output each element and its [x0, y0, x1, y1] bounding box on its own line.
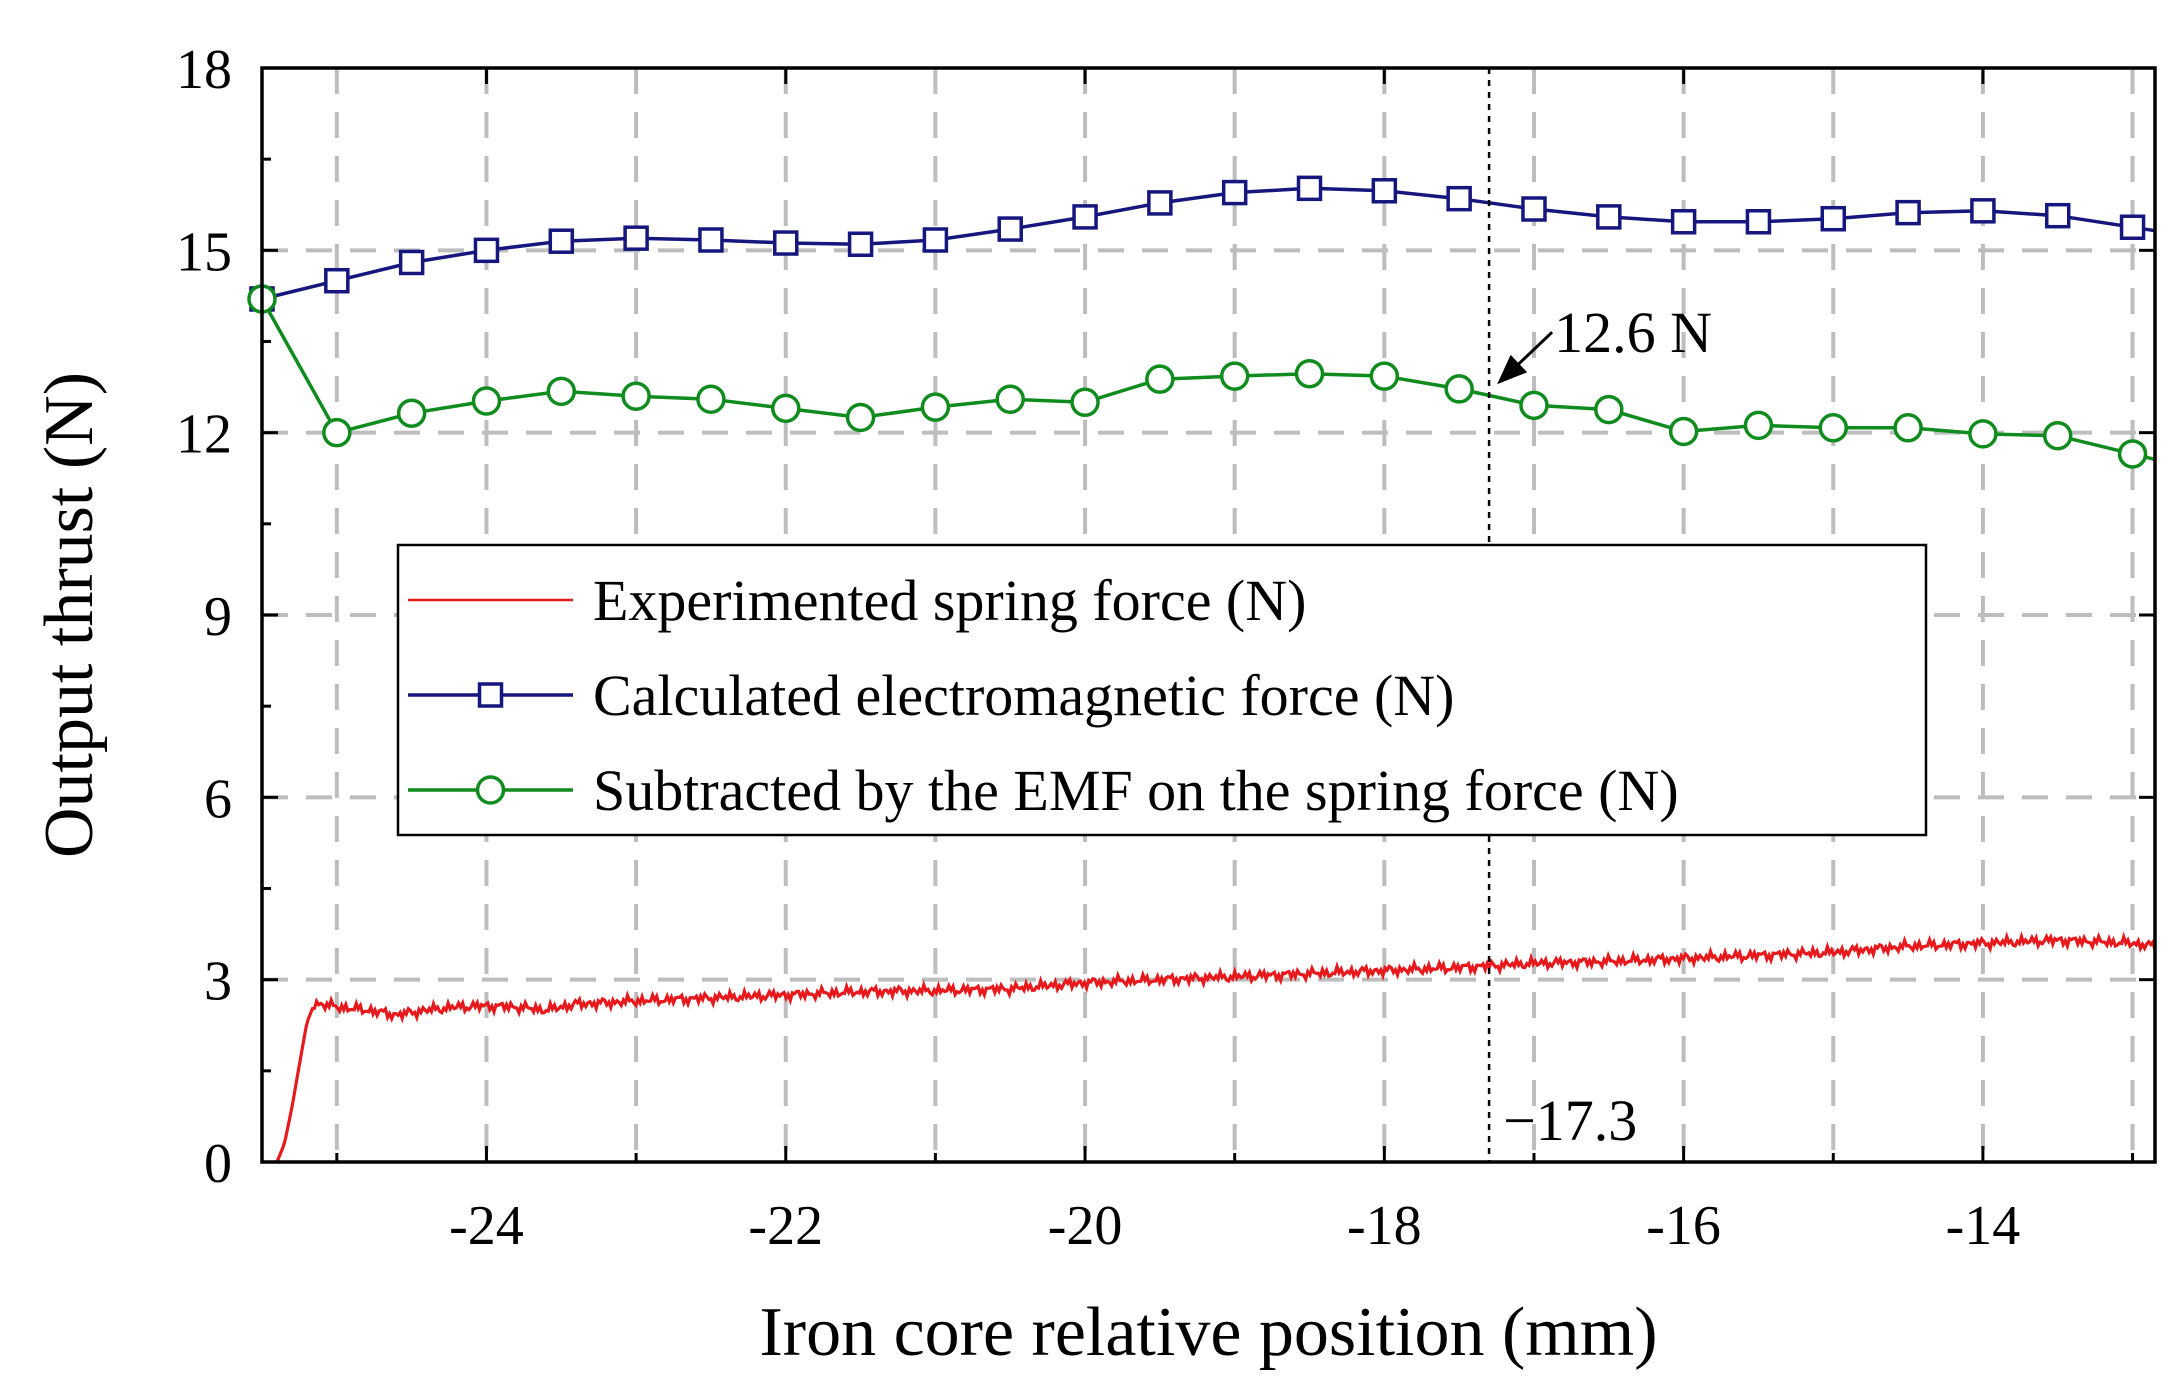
legend-label-emf: Calculated electromagnetic force (N) [593, 663, 1454, 728]
emf-point [1970, 198, 1996, 224]
emf-point [698, 227, 724, 253]
emf-point [623, 225, 649, 251]
emf-point [922, 227, 949, 253]
subtracted-point [845, 402, 876, 433]
emf-point [847, 231, 874, 258]
subtracted-force-line [260, 298, 2156, 462]
emf-point [1596, 204, 1622, 230]
subtracted-point [696, 384, 726, 414]
x-tick-label: -14 [1946, 1195, 2021, 1257]
series-1 [249, 175, 2156, 312]
subtracted-point [1743, 410, 1774, 441]
y-tick-label: 12 [176, 404, 232, 466]
subtracted-point [1668, 416, 1699, 447]
emf-force-line [261, 186, 2156, 301]
subtracted-point [995, 384, 1025, 414]
legend-label-spring: Experimented spring force (N) [593, 568, 1306, 633]
subtracted-point [1519, 390, 1549, 421]
subtracted-point [471, 386, 502, 416]
emf-point [398, 249, 425, 276]
x-tick-label: -16 [1646, 1195, 1721, 1257]
subtracted-point [2042, 420, 2073, 451]
annotation-arrowhead [1497, 354, 1528, 385]
x-tick-label: -20 [1048, 1195, 1123, 1257]
emf-point [324, 267, 350, 294]
y-tick-label: 0 [204, 1133, 232, 1195]
y-tick-label: 18 [176, 39, 232, 101]
legend-box [396, 543, 1928, 837]
series-0 [275, 930, 2157, 1163]
emf-point [1446, 185, 1472, 212]
legend-circle-marker [475, 775, 506, 805]
y-axis-title: Output thrust (N) [31, 372, 108, 858]
subtracted-point [1594, 394, 1624, 425]
axis-titles: Iron core relative position (mm) Output … [31, 372, 1658, 1371]
emf-point [473, 237, 500, 264]
subtracted-point [1444, 374, 1474, 404]
subtracted-point [920, 392, 951, 422]
annotation-position-label: −17.3 [1503, 1088, 1637, 1153]
emf-point [1521, 196, 1547, 222]
legend-label-subtracted: Subtracted by the EMF on the spring forc… [593, 758, 1679, 823]
emf-point [1670, 209, 1697, 235]
annotation-force-label: 12.6 N [1554, 300, 1712, 365]
emf-point [1296, 175, 1323, 202]
x-tick-label: -24 [449, 1195, 524, 1257]
subtracted-point [1893, 413, 1923, 443]
subtracted-point [322, 417, 352, 448]
annotations: 12.6 N −17.3 [1487, 68, 1712, 1162]
tick-labels: -24 -22 -20 -18 -16 -14 0 3 6 9 12 15 18 [176, 39, 2155, 1257]
emf-point [1072, 204, 1098, 230]
emf-point [1745, 209, 1772, 235]
emf-point [1895, 199, 1921, 226]
emf-point [2044, 202, 2071, 229]
subtracted-point [1294, 358, 1325, 389]
y-tick-label: 3 [204, 951, 232, 1013]
y-tick-label: 6 [204, 768, 232, 830]
spring-force-line [275, 930, 2157, 1163]
subtracted-point [396, 398, 427, 428]
emf-point [773, 230, 799, 256]
subtracted-point [1369, 361, 1400, 391]
subtracted-point [1818, 413, 1849, 443]
x-axis-title: Iron core relative position (mm) [759, 1294, 1657, 1371]
x-tick-label: -22 [748, 1195, 823, 1257]
subtracted-point [546, 376, 577, 407]
emf-point [2119, 214, 2146, 240]
legend: Experimented spring force (N) Calculated… [396, 543, 1928, 837]
emf-point [548, 228, 575, 254]
plot-series [247, 175, 2157, 1163]
subtracted-point [1070, 387, 1100, 418]
series-2 [247, 284, 2156, 469]
y-tick-label: 15 [176, 221, 232, 283]
emf-point [1820, 205, 1847, 232]
emf-point [1371, 178, 1398, 204]
subtracted-point [2117, 439, 2148, 469]
subtracted-point [1219, 361, 1250, 391]
subtracted-point [771, 393, 801, 424]
emf-point [1147, 190, 1173, 216]
emf-point [997, 216, 1023, 242]
x-tick-label: -18 [1347, 1195, 1422, 1257]
subtracted-point [1968, 419, 1998, 449]
subtracted-point [1145, 364, 1175, 394]
subtracted-point [621, 381, 651, 411]
legend-square-marker [477, 682, 504, 708]
emf-point [1221, 179, 1248, 206]
y-tick-label: 9 [204, 586, 232, 648]
